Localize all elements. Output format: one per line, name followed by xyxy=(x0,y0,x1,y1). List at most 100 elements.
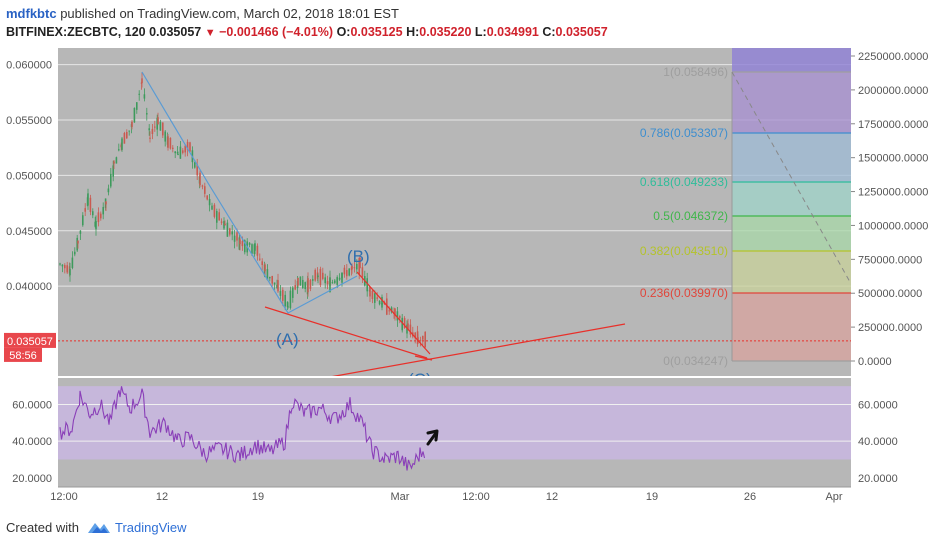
time-axis[interactable]: 12:00 12 19 Mar 12:00 12 19 26 Apr xyxy=(50,486,851,503)
price-grid xyxy=(58,64,851,287)
candle xyxy=(151,128,154,134)
candle xyxy=(254,243,256,251)
volume-tick-label: 2000000.0000 xyxy=(858,85,928,97)
trend-line xyxy=(329,323,626,378)
candle xyxy=(92,211,94,216)
current-price-tag xyxy=(4,332,56,348)
candle xyxy=(149,137,151,139)
candle xyxy=(76,237,78,251)
tradingview-brand[interactable]: TradingView xyxy=(114,519,187,535)
candle xyxy=(133,107,136,123)
candle xyxy=(174,151,176,154)
candle xyxy=(334,280,336,283)
candle xyxy=(113,161,115,164)
price-tick-label: 0.055000 xyxy=(6,115,52,127)
volume-tick-label: 750000.0000 xyxy=(858,254,922,266)
candles xyxy=(59,72,426,348)
candle xyxy=(369,287,371,297)
candle xyxy=(299,276,302,286)
candle xyxy=(307,278,309,293)
fib-retracement[interactable]: 1(0.058496) 0.786(0.053307) 0.618(0.049233… xyxy=(640,48,851,368)
candle xyxy=(287,306,289,308)
candle xyxy=(317,275,319,278)
candle xyxy=(69,269,71,276)
price-tick-label: 0.060000 xyxy=(6,60,52,72)
candle xyxy=(226,222,229,237)
volume-tick-label: 500000.0000 xyxy=(858,288,922,300)
volume-tick-label: 1750000.0000 xyxy=(858,119,928,131)
candle xyxy=(256,245,259,256)
fib-zone-band xyxy=(732,216,851,251)
fib-level-label: 0(0.034247) xyxy=(663,354,728,368)
candle xyxy=(394,308,396,316)
rsi-axis[interactable]: 60.0000 60.0000 40.0000 40.0000 20.0000 20.00… xyxy=(12,400,898,485)
candle xyxy=(82,215,84,226)
wave-line xyxy=(141,71,358,314)
candle xyxy=(361,267,364,277)
candle xyxy=(194,162,196,168)
high-label: H: xyxy=(406,25,420,39)
candle xyxy=(186,141,189,150)
candle xyxy=(374,293,376,303)
drawings[interactable]: (A)(B)(C) xyxy=(141,71,626,389)
candle xyxy=(77,241,79,244)
candle xyxy=(297,277,299,286)
candle xyxy=(143,94,146,99)
candle xyxy=(346,270,348,277)
publish-text: published on TradingView.com, March 02, … xyxy=(60,6,399,21)
author-name[interactable]: mdfkbtc xyxy=(6,6,57,21)
candle xyxy=(259,258,261,260)
candle xyxy=(182,150,184,153)
candle xyxy=(95,221,97,230)
candle xyxy=(87,193,89,206)
current-price-line: 0.035057 58:56 xyxy=(4,332,851,362)
price-change: −0.001466 (−4.01%) xyxy=(219,25,334,39)
fib-zone-band xyxy=(732,72,851,133)
candle xyxy=(409,324,412,335)
candle xyxy=(378,300,381,305)
candle xyxy=(172,147,174,149)
low-value: 0.034991 xyxy=(486,25,539,39)
time-tick-label: 12:00 xyxy=(50,491,78,503)
price-axis[interactable]: 0.060000 0.055000 0.050000 0.045000 0.040000 xyxy=(6,60,52,294)
wave-label-a: (A) xyxy=(276,330,299,349)
volume-axis[interactable]: 2250000.0000 2000000.0000 1750000.0000 1500… xyxy=(851,51,928,368)
candle xyxy=(286,301,289,308)
candle xyxy=(261,261,263,266)
candle xyxy=(64,265,66,269)
rsi-line xyxy=(59,386,426,471)
candle xyxy=(199,172,201,186)
wave-label-b: (B) xyxy=(347,247,370,266)
candle xyxy=(277,280,279,292)
publish-info: mdfkbtc published on TradingView.com, Ma… xyxy=(6,6,399,21)
candle xyxy=(61,264,64,267)
candle xyxy=(123,133,126,144)
candle xyxy=(216,210,218,223)
fib-level-label: 0.618(0.049233) xyxy=(640,175,728,189)
candle xyxy=(211,205,213,210)
time-tick-label: Mar xyxy=(391,491,410,503)
time-tick-label: 26 xyxy=(744,491,756,503)
candle xyxy=(414,332,416,339)
fib-zone-band xyxy=(732,182,851,216)
candle xyxy=(115,157,118,164)
candle xyxy=(376,297,378,299)
candle xyxy=(269,276,271,279)
candle xyxy=(419,339,422,341)
rsi-tick-label-left: 40.0000 xyxy=(12,436,52,448)
price-pane[interactable] xyxy=(58,48,851,377)
candle xyxy=(266,269,269,281)
candle xyxy=(338,277,341,280)
candle xyxy=(159,121,162,131)
close-value: 0.035057 xyxy=(555,25,608,39)
candle xyxy=(220,221,223,223)
candle xyxy=(356,263,358,270)
candle xyxy=(401,317,403,331)
candle xyxy=(331,282,334,284)
candle xyxy=(282,289,284,301)
candle xyxy=(189,142,191,152)
candle xyxy=(233,235,236,242)
last-price: 0.035057 xyxy=(149,25,202,39)
candle xyxy=(179,146,182,159)
